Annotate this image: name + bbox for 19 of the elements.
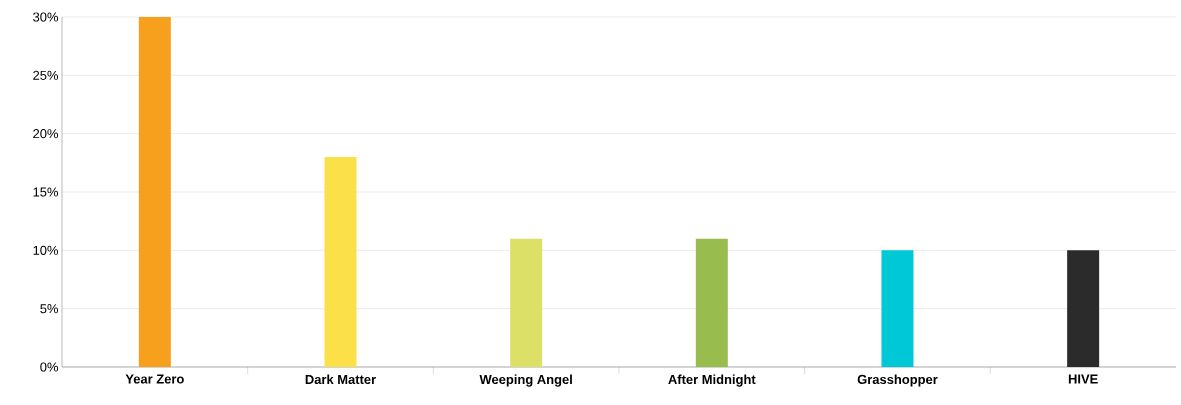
x-tick-label: Weeping Angel — [479, 374, 572, 387]
bar — [324, 157, 357, 367]
x-tick-label: Grasshopper — [857, 374, 938, 387]
y-tick-label: 15% — [33, 187, 59, 197]
y-tick-label: 10% — [33, 245, 59, 255]
bar — [138, 17, 171, 367]
y-tick-label: 25% — [33, 70, 59, 80]
x-tick-label: Year Zero — [125, 374, 184, 384]
bar — [695, 238, 728, 367]
y-tick-label: 30% — [33, 12, 59, 22]
x-tick-label: Dark Matter — [305, 374, 376, 385]
bar — [881, 250, 914, 367]
y-tick-label: 5% — [40, 304, 59, 314]
bar — [1067, 250, 1100, 367]
y-tick-label: 0% — [40, 362, 59, 372]
bar — [510, 238, 543, 367]
x-tick-label: After Midnight — [668, 374, 756, 387]
x-tick-label: HIVE — [1068, 374, 1098, 384]
y-tick-label: 20% — [33, 129, 59, 139]
